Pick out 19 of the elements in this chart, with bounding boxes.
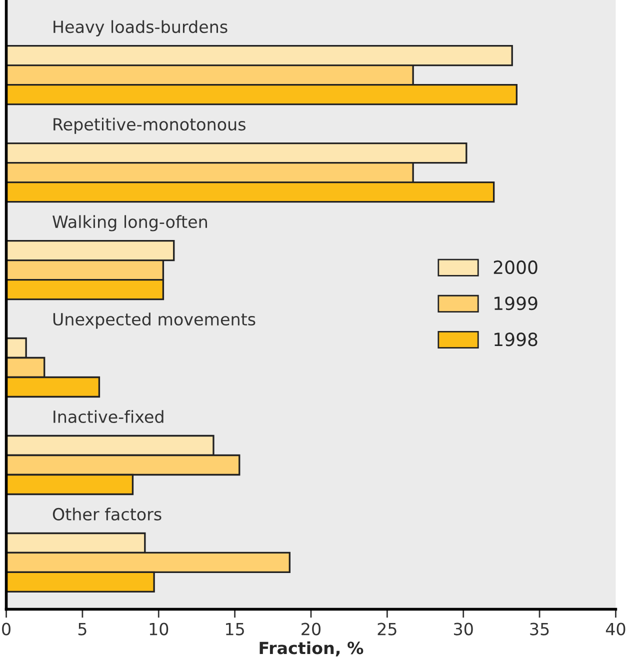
y-tick-label: Walking long-often	[52, 215, 207, 232]
x-tick-label: 5	[78, 622, 86, 636]
x-tick-label: 35	[530, 622, 549, 636]
x-axis-title: Fraction, %	[260, 641, 364, 656]
y-tick-label: Other factors	[52, 508, 162, 521]
x-tick-label: 20	[302, 622, 320, 636]
x-tick-label: 0	[2, 622, 10, 636]
legend-label: 1998	[494, 332, 538, 346]
y-tick-label: Heavy loads-burdens	[54, 20, 228, 36]
y-tick-label: Unexpected movements	[53, 312, 256, 329]
legend-label: 2000	[494, 260, 538, 274]
y-tick-label: Repetitive-monotonous	[54, 118, 246, 134]
x-tick-label: 25	[378, 622, 396, 636]
x-tick-label: 10	[150, 622, 168, 636]
legend-label: 1999	[494, 296, 538, 310]
x-tick-label: 40	[606, 622, 626, 636]
x-tick-label: 15	[226, 622, 244, 636]
x-tick-label: 30	[454, 622, 473, 636]
y-tick-label: Inactive-fixed	[54, 410, 164, 424]
